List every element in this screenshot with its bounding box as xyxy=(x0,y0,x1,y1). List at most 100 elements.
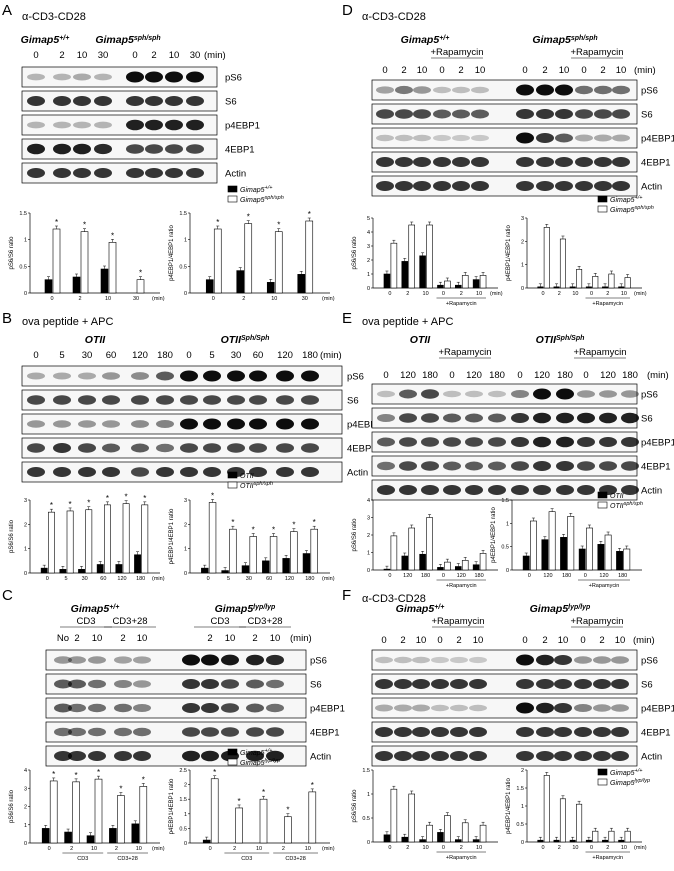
genotype-label: Gimap5+/+ xyxy=(396,603,445,615)
lane-label: 0 xyxy=(439,65,444,76)
blot-band xyxy=(575,157,593,167)
x-tick-label: 0 xyxy=(590,845,593,851)
bar-chart: 0 1 2 3 4 pS6/S6 ratio 0 120 180 0 120 180 +Rapamyci… xyxy=(352,498,498,589)
blot-band xyxy=(54,656,72,664)
band-label: Actin xyxy=(641,752,662,763)
blot-band xyxy=(53,168,71,178)
blot-band xyxy=(412,679,430,689)
bar-wt xyxy=(41,828,50,844)
x-tick-label: 2 xyxy=(406,845,409,851)
lane-label: (min) xyxy=(647,370,669,381)
x-tick-label: 180 xyxy=(562,573,571,579)
x-tick-label: 0 xyxy=(388,291,391,297)
blot-band xyxy=(156,443,174,453)
blot-strip xyxy=(45,649,307,671)
y-tick-label: 0.5 xyxy=(19,264,27,270)
y-axis-label: pS6/S6 ratio xyxy=(352,236,358,270)
group-label: CD3 xyxy=(77,856,88,862)
lane-label: 10 xyxy=(473,635,484,646)
blot-band xyxy=(488,485,506,495)
blot-band xyxy=(301,443,319,453)
blot-band xyxy=(452,157,470,167)
legend-label: Gimap5+/+ xyxy=(610,195,643,204)
lane-label: 0 xyxy=(383,370,388,381)
blot-band xyxy=(246,727,264,737)
blot-band xyxy=(249,418,267,430)
blot-strip xyxy=(45,721,307,743)
blot-strip xyxy=(21,138,218,160)
lane-label: 2 xyxy=(458,65,463,76)
x-tick-label: 0 xyxy=(590,291,593,297)
y-tick-label: 2 xyxy=(24,805,27,811)
blot-band xyxy=(203,443,221,453)
blot-band xyxy=(27,168,45,178)
blot-band xyxy=(516,109,534,119)
lane-label: 2 xyxy=(151,50,156,61)
blot-band xyxy=(412,656,430,664)
blot-band xyxy=(511,437,529,447)
y-tick-label: 2 xyxy=(367,533,370,539)
blot-band xyxy=(375,679,393,689)
x-tick-label: 0 xyxy=(48,846,51,852)
panel-header: α-CD3-CD28 xyxy=(362,11,426,23)
lane-label: 120 xyxy=(600,370,616,381)
blot-band xyxy=(621,390,639,398)
group-label: +Rapamycin xyxy=(446,583,477,589)
y-tick-label: 3 xyxy=(24,786,27,792)
blot-band xyxy=(536,679,554,689)
blot-band xyxy=(488,461,506,471)
legend-swatch-wt xyxy=(597,491,608,499)
x-tick-label: 30 xyxy=(302,296,308,302)
blot-band xyxy=(249,467,267,477)
blot-band xyxy=(203,370,221,382)
blot-band xyxy=(399,437,417,447)
blot-band xyxy=(266,727,284,737)
bar-chart: 0 0.5 1 1.5 pS6/S6 ratio 0 2 10 0 2 10 +Rapamycin xyxy=(352,768,498,861)
significance-star: * xyxy=(286,806,289,815)
y-axis-label: pS6/S6 ratio xyxy=(9,519,15,553)
y-tick-label: 0 xyxy=(24,841,27,847)
bar-wt xyxy=(553,286,560,289)
legend-label: OTII xyxy=(240,473,254,480)
bar-wt xyxy=(419,255,426,289)
genotype-label: Gimap5+/+ xyxy=(71,603,120,615)
lane-label: 30 xyxy=(82,350,93,361)
blot-band xyxy=(536,181,554,191)
blot-band xyxy=(266,679,284,689)
x-tick-label: 180 xyxy=(136,576,145,582)
blot-band xyxy=(186,168,204,178)
blot-band xyxy=(221,703,239,713)
blot-band xyxy=(471,109,489,119)
blot-band xyxy=(377,437,395,447)
significance-star: * xyxy=(311,781,314,790)
y-tick-label: 3 xyxy=(184,498,187,504)
lane-label: 60 xyxy=(253,350,264,361)
blot-band xyxy=(73,96,91,106)
blot-band xyxy=(375,704,393,712)
x-tick-label: 10 xyxy=(572,845,578,851)
blot-band xyxy=(94,73,112,81)
y-tick-label: 1.5 xyxy=(516,786,524,792)
x-tick-label: 30 xyxy=(246,576,252,582)
lane-label: No xyxy=(57,633,69,644)
genotype-label: Gimap5lyp/lyp xyxy=(530,603,591,615)
significance-star: * xyxy=(247,213,250,222)
y-tick-label: 1 xyxy=(24,547,27,553)
lane-label: 0 xyxy=(132,50,137,61)
lane-label: 10 xyxy=(558,635,569,646)
blot-band xyxy=(450,727,468,737)
bar-mutant xyxy=(543,775,550,843)
blot-band xyxy=(133,704,151,712)
blot-band xyxy=(421,413,439,423)
blot-band xyxy=(246,750,264,762)
bar-wt xyxy=(569,286,576,289)
legend-label: Gimap5+/+ xyxy=(610,768,643,777)
blot-band xyxy=(186,144,204,154)
blot-band xyxy=(276,467,294,477)
blot-band xyxy=(555,157,573,167)
blot-band xyxy=(114,751,132,761)
band-label: S6 xyxy=(310,680,322,691)
blot-band xyxy=(201,654,219,666)
blot-band xyxy=(412,751,430,761)
